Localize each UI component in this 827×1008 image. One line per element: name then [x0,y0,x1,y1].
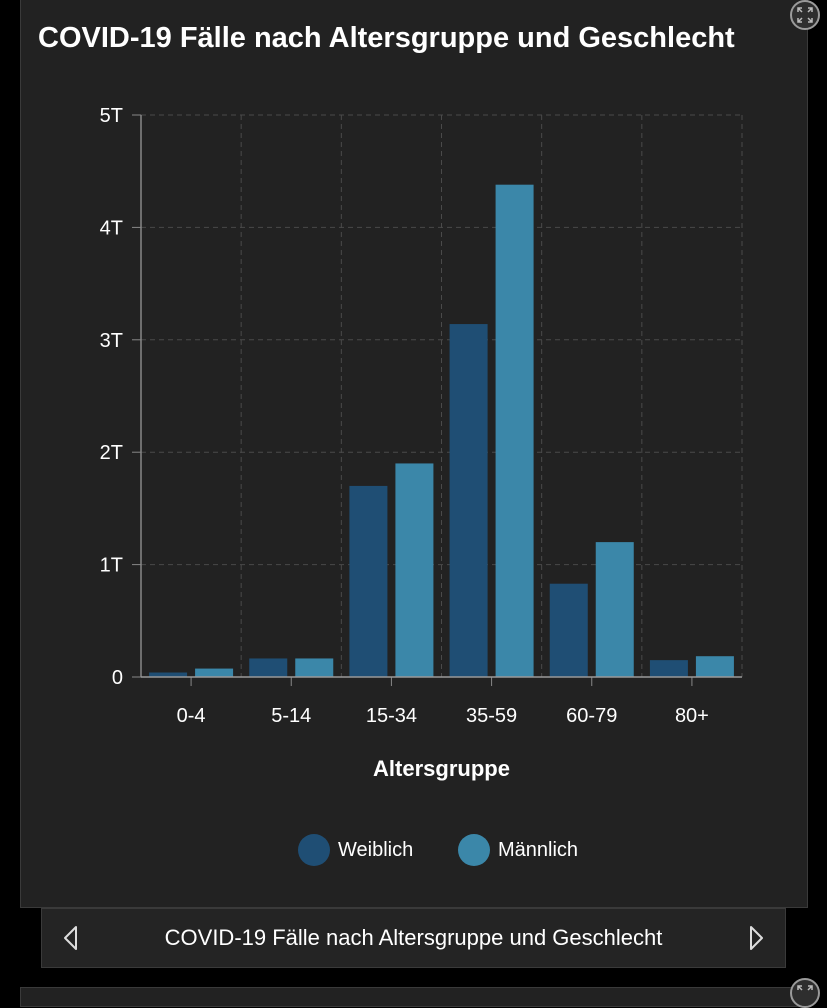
legend-item-weiblich[interactable]: Weiblich [298,832,413,868]
x-tick-label: 80+ [675,705,709,727]
bar-maennlich[interactable] [395,463,434,677]
next-chart-button[interactable] [747,925,765,951]
legend-label-weiblich: Weiblich [338,838,414,861]
expand-arrows-icon [797,985,813,991]
bar-chart: 0 1T 2T 3T 4T 5T 0-4 5-14 15-34 35-59 60-79 80+ Alte… [100,105,743,781]
legend-item-maennlich[interactable]: Männlich [458,832,578,868]
x-tick-label: 5-14 [271,705,311,727]
y-tick-label: 4T [100,217,123,239]
x-tick-label: 15-34 [366,705,417,727]
bar-weiblich[interactable] [449,324,488,677]
x-tick-label: 35-59 [466,705,517,727]
y-tick-label: 0 [112,667,123,689]
bar-weiblich[interactable] [149,672,188,677]
bar-weiblich[interactable] [649,660,688,677]
y-tick-label: 5T [100,105,123,127]
bar-maennlich[interactable] [695,656,734,677]
navigation-title: COVID-19 Fälle nach Altersgruppe und Ges… [164,925,663,950]
bar-maennlich[interactable] [495,184,534,678]
bar-maennlich[interactable] [595,542,634,677]
x-tick-label: 0-4 [177,705,206,727]
chart-title: COVID-19 Fälle nach Altersgruppe und Ges… [38,22,735,54]
x-axis-title: Altersgruppe [373,756,510,781]
legend-swatch-maennlich [458,834,490,866]
next-chart-panel [20,987,808,1007]
chevron-left-icon [64,926,77,950]
legend-label-maennlich: Männlich [498,838,579,861]
chevron-right-icon [750,926,763,950]
bar-weiblich[interactable] [349,485,388,677]
chart-panel [20,0,808,908]
chart-navigation: COVID-19 Fälle nach Altersgruppe und Ges… [41,908,786,968]
previous-chart-button[interactable] [62,925,80,951]
expand-arrows-icon [797,7,813,23]
next-panel-expand-button[interactable] [790,978,820,1008]
bar-maennlich[interactable] [195,668,234,677]
y-tick-label: 3T [100,330,123,352]
y-tick-label: 1T [100,555,123,577]
y-tick-label: 2T [100,442,123,464]
x-tick-label: 60-79 [566,705,617,727]
legend-swatch-weiblich [298,834,330,866]
bar-weiblich[interactable] [549,583,588,677]
expand-button[interactable] [790,0,820,30]
bar-weiblich[interactable] [249,658,288,677]
bar-maennlich[interactable] [295,658,334,677]
